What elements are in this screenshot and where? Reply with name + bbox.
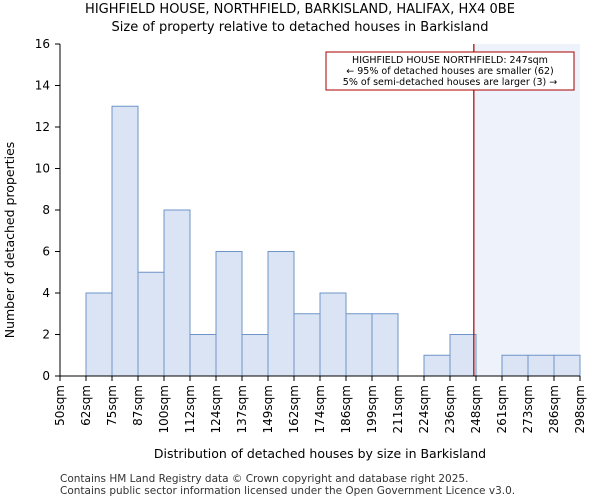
x-tick-label: 75sqm xyxy=(105,385,119,426)
chart-title: HIGHFIELD HOUSE, NORTHFIELD, BARKISLAND,… xyxy=(85,2,515,17)
x-tick-label: 137sqm xyxy=(235,385,249,433)
y-tick-label: 4 xyxy=(42,286,50,300)
x-tick-label: 298sqm xyxy=(573,385,587,433)
bar-75sqm xyxy=(111,105,139,377)
bar-199sqm xyxy=(371,313,399,377)
bar-236sqm xyxy=(449,334,477,377)
x-tick-label: 199sqm xyxy=(365,385,379,433)
x-tick-label: 261sqm xyxy=(495,385,509,433)
y-tick-label: 8 xyxy=(42,203,50,217)
bar-62sqm xyxy=(85,292,113,377)
x-tick-label: 149sqm xyxy=(261,385,275,433)
x-tick-label: 186sqm xyxy=(339,385,353,433)
bar-137sqm xyxy=(241,334,269,377)
bar-273sqm xyxy=(527,354,555,377)
y-tick-label: 2 xyxy=(42,328,50,342)
bar-286sqm xyxy=(553,354,581,377)
highlight-region xyxy=(473,44,580,376)
bar-124sqm xyxy=(215,251,243,377)
x-tick-label: 174sqm xyxy=(313,385,327,433)
x-tick-label: 87sqm xyxy=(131,385,145,426)
x-tick-label: 62sqm xyxy=(79,385,93,426)
footer-licence: Contains public sector information licen… xyxy=(60,485,516,497)
y-tick-label: 0 xyxy=(42,369,50,383)
annotation-line-2: ← 95% of detached houses are smaller (62… xyxy=(346,66,553,77)
bar-224sqm xyxy=(423,354,451,377)
x-tick-label: 100sqm xyxy=(157,385,171,433)
bar-112sqm xyxy=(189,334,217,377)
footer-copyright: Contains HM Land Registry data © Crown c… xyxy=(60,473,469,485)
bar-87sqm xyxy=(137,271,165,377)
chart-subtitle: Size of property relative to detached ho… xyxy=(111,20,489,35)
bar-186sqm xyxy=(345,313,373,377)
annotation-line-3: 5% of semi-detached houses are larger (3… xyxy=(343,77,557,88)
x-tick-label: 273sqm xyxy=(521,385,535,433)
y-tick-label: 6 xyxy=(42,245,50,259)
bar-149sqm xyxy=(267,251,295,377)
x-tick-label: 236sqm xyxy=(443,385,457,433)
annotation-box xyxy=(325,51,575,91)
y-axis-label: Number of detached properties xyxy=(2,142,17,339)
x-axis-label: Distribution of detached houses by size … xyxy=(154,446,486,461)
x-tick-label: 124sqm xyxy=(209,385,223,433)
x-tick-label: 224sqm xyxy=(417,385,431,433)
x-tick-label: 286sqm xyxy=(547,385,561,433)
y-tick-label: 14 xyxy=(35,79,50,93)
x-tick-label: 112sqm xyxy=(183,385,197,433)
x-tick-label: 162sqm xyxy=(287,385,301,433)
y-tick-label: 10 xyxy=(35,162,50,176)
y-tick-label: 12 xyxy=(35,120,50,134)
annotation-line-1: HIGHFIELD HOUSE NORTHFIELD: 247sqm xyxy=(352,55,548,66)
bar-261sqm xyxy=(501,354,529,377)
x-tick-label: 211sqm xyxy=(391,385,405,433)
y-tick-label: 16 xyxy=(35,37,50,51)
bar-162sqm xyxy=(293,313,321,377)
bar-100sqm xyxy=(163,209,191,377)
x-tick-label: 50sqm xyxy=(53,385,67,426)
x-tick-label: 248sqm xyxy=(469,385,483,433)
bar-174sqm xyxy=(319,292,347,377)
